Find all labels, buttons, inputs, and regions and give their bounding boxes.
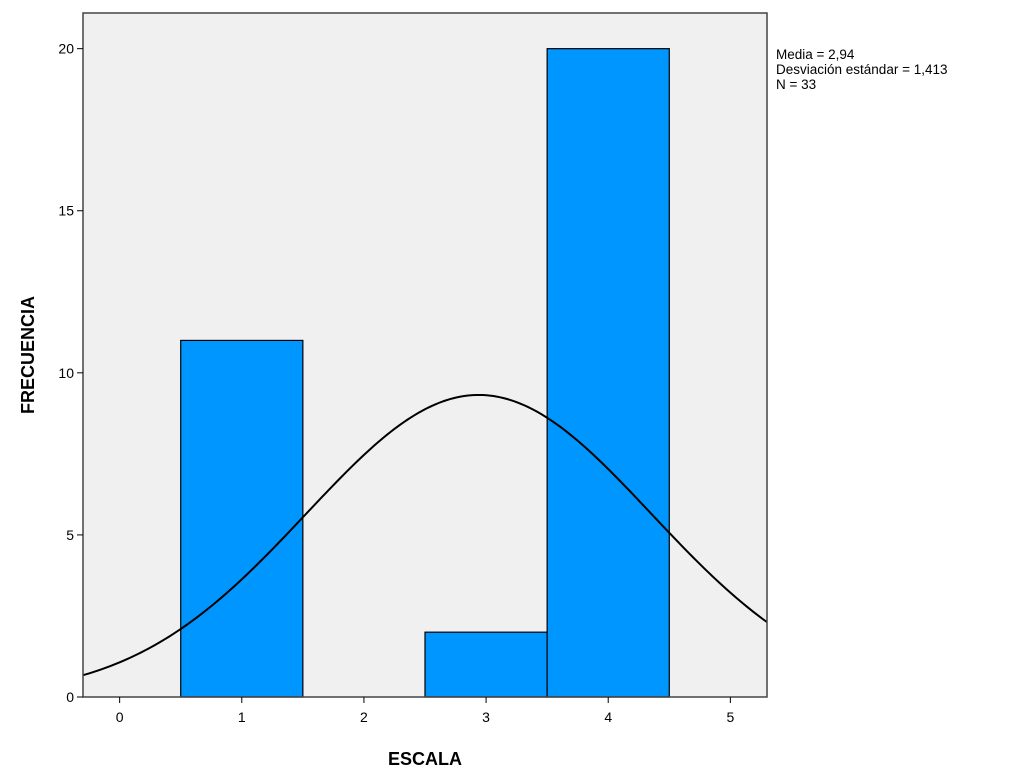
- plot-frame: [82, 12, 768, 698]
- x-tick-label-5: 5: [726, 709, 734, 725]
- y-tick-label-20: 20: [58, 41, 74, 57]
- bar-1: [424, 631, 548, 698]
- bar-0: [180, 339, 304, 698]
- y-tick-label-15: 15: [58, 203, 74, 219]
- x-tick-label-1: 1: [238, 709, 246, 725]
- y-axis: 0 5 10 15 20: [58, 41, 83, 705]
- x-axis-title: ESCALA: [388, 749, 462, 769]
- y-tick-label-10: 10: [58, 365, 74, 381]
- x-tick-label-4: 4: [604, 709, 612, 725]
- normal-curve: [82, 393, 768, 677]
- x-tick-label-3: 3: [482, 709, 490, 725]
- y-tick-label-0: 0: [66, 689, 74, 705]
- n-label: N = 33: [776, 77, 817, 92]
- x-tick-label-2: 2: [360, 709, 368, 725]
- y-tick-label-5: 5: [66, 527, 74, 543]
- stats-box: Media = 2,94 Desviación estándar = 1,413…: [776, 47, 948, 92]
- sd-label: Desviación estándar = 1,413: [776, 62, 948, 77]
- bars-group: [180, 48, 670, 698]
- y-axis-title: FRECUENCIA: [18, 296, 38, 414]
- x-axis: 0 1 2 3 4 5: [116, 697, 734, 725]
- x-tick-label-0: 0: [116, 709, 124, 725]
- mean-label: Media = 2,94: [776, 47, 855, 62]
- bar-2: [546, 48, 670, 698]
